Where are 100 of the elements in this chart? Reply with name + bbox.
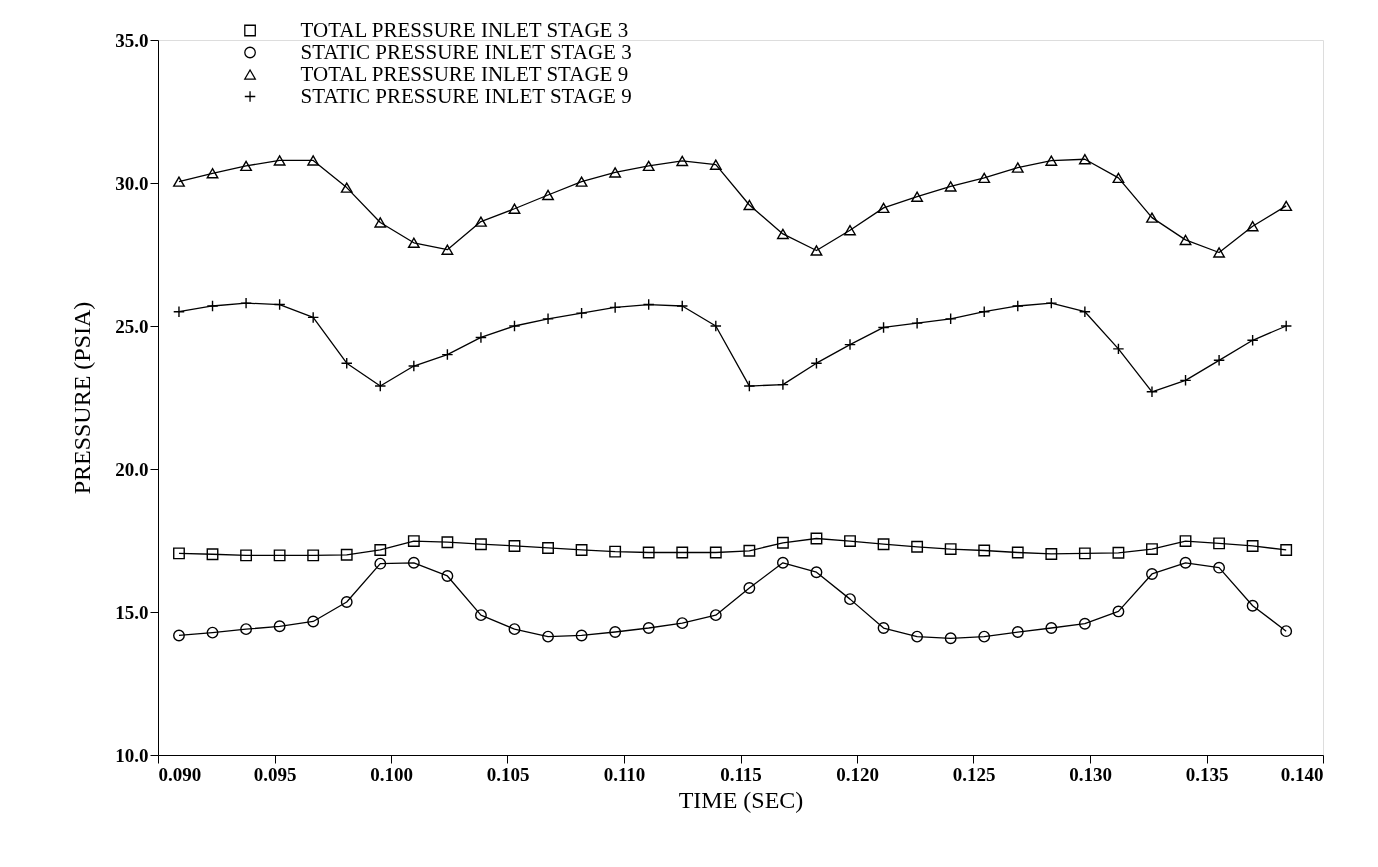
legend-label: STATIC PRESSURE INLET STAGE 9 — [300, 83, 632, 108]
point — [307, 549, 320, 562]
point — [173, 629, 185, 642]
point — [709, 546, 722, 559]
point — [911, 540, 924, 553]
point — [1146, 212, 1158, 223]
point — [1112, 546, 1125, 559]
point — [776, 228, 789, 240]
y-tick-label: 10.0 — [115, 744, 149, 766]
point — [844, 593, 856, 606]
point — [1078, 617, 1091, 630]
point — [810, 532, 823, 545]
y-tick-label: 30.0 — [115, 172, 149, 194]
point — [273, 620, 286, 633]
point — [978, 630, 991, 643]
point — [877, 622, 890, 634]
point — [340, 596, 353, 608]
point — [810, 566, 823, 579]
point — [206, 626, 219, 639]
point — [240, 623, 253, 636]
point — [340, 182, 353, 193]
point — [676, 546, 689, 559]
point — [743, 582, 756, 594]
point — [474, 538, 487, 551]
point — [776, 536, 789, 549]
point — [978, 544, 991, 557]
point — [776, 556, 789, 569]
point — [474, 609, 487, 622]
point — [173, 176, 185, 187]
point — [676, 155, 689, 167]
point — [1179, 234, 1192, 246]
point — [1280, 625, 1293, 638]
point — [374, 217, 387, 228]
point — [407, 556, 420, 569]
point — [575, 176, 588, 187]
point — [307, 155, 320, 166]
point — [1078, 154, 1091, 165]
point — [1246, 220, 1259, 232]
point — [1146, 543, 1158, 556]
point — [1213, 561, 1226, 574]
point — [508, 623, 521, 636]
x-tick-label: 0.115 — [720, 763, 762, 785]
y-tick-label: 20.0 — [115, 458, 149, 480]
point — [1112, 605, 1125, 618]
y-tick-label: 15.0 — [115, 601, 149, 623]
legend-label: TOTAL PRESSURE INLET STAGE 9 — [300, 61, 629, 86]
point — [844, 224, 856, 236]
point — [642, 622, 655, 634]
point — [441, 244, 454, 255]
point — [542, 189, 554, 201]
point — [877, 202, 890, 214]
point — [911, 630, 924, 643]
point — [1213, 247, 1226, 258]
y-axis-title: PRESSURE (PSIA) — [69, 301, 96, 495]
point — [173, 547, 185, 560]
x-tick-label: 0.100 — [370, 763, 413, 785]
point — [1011, 162, 1024, 173]
point — [240, 549, 253, 562]
point — [1011, 546, 1024, 559]
point — [1280, 200, 1293, 212]
y-tick-label: 25.0 — [115, 315, 149, 337]
point — [1246, 539, 1259, 552]
point — [844, 535, 856, 548]
point — [743, 544, 756, 557]
point — [609, 545, 622, 558]
legend-label: TOTAL PRESSURE INLET STAGE 3 — [300, 17, 629, 42]
point — [575, 629, 588, 642]
point — [441, 570, 454, 582]
point — [944, 543, 957, 556]
x-tick-label: 0.110 — [603, 763, 646, 785]
x-tick-label: 0.105 — [486, 763, 530, 785]
point — [307, 615, 320, 628]
point — [1179, 535, 1192, 548]
x-tick-label: 0.140 — [1280, 763, 1324, 785]
point — [709, 609, 722, 622]
point — [676, 617, 689, 630]
point — [542, 630, 554, 643]
point — [1045, 622, 1058, 634]
y-tick-label: 35.0 — [115, 29, 149, 51]
x-tick-label: 0.130 — [1069, 763, 1112, 785]
x-tick-label: 0.135 — [1185, 763, 1229, 785]
point — [374, 543, 387, 556]
point — [1280, 543, 1293, 556]
point — [810, 245, 823, 256]
point — [340, 548, 353, 561]
point — [474, 216, 487, 227]
point — [240, 160, 253, 172]
point — [1112, 172, 1125, 184]
point — [542, 541, 554, 554]
x-tick-label: 0.120 — [836, 763, 879, 785]
point — [508, 539, 521, 552]
x-tick-label: 0.090 — [158, 763, 202, 785]
point — [407, 237, 420, 249]
point — [441, 536, 454, 549]
point — [273, 155, 286, 166]
point — [206, 548, 219, 561]
point — [743, 199, 756, 211]
x-axis-title: TIME (SEC) — [678, 786, 804, 813]
point — [911, 191, 924, 202]
point — [1078, 547, 1091, 560]
